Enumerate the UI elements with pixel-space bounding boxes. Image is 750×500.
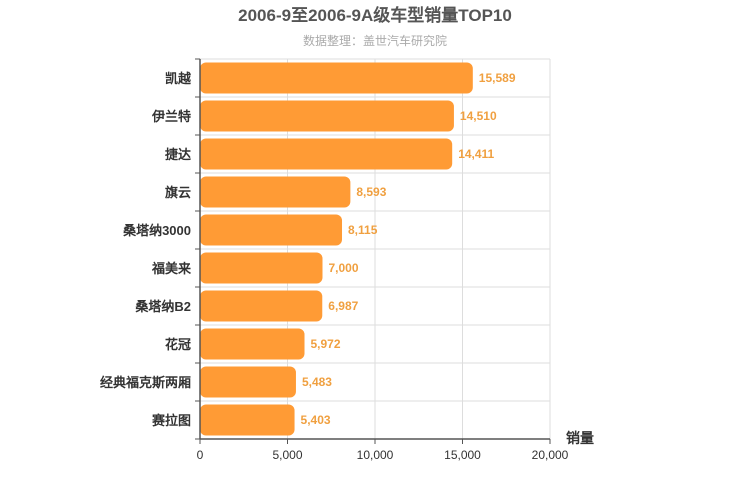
y-tick-label: 凯越 (165, 71, 192, 86)
x-tick-label: 0 (197, 448, 204, 462)
bar (200, 328, 305, 360)
x-axis-title: 销量 (566, 430, 594, 446)
x-tick-label: 10,000 (357, 448, 394, 462)
bar (200, 214, 343, 246)
bar (200, 100, 454, 132)
y-tick-label: 旗云 (165, 185, 191, 200)
chart-subtitle: 数据整理：盖世汽车研究院 (303, 33, 447, 48)
x-tick-label: 20,000 (532, 448, 569, 462)
data-label: 7,000 (329, 261, 359, 275)
data-label: 5,483 (302, 375, 332, 389)
data-label: 6,987 (328, 299, 358, 313)
bars: 15,589 14,510 14,411 8,593 8,115 7,000 6,987 5,… (200, 62, 516, 436)
y-tick-label: 经典福克斯两厢 (100, 375, 191, 390)
bar (200, 252, 323, 284)
data-label: 8,593 (356, 185, 386, 199)
x-tick-label: 5,000 (272, 448, 302, 462)
data-label: 5,972 (311, 337, 341, 351)
bar (200, 62, 473, 94)
y-tick-label: 桑塔纳B2 (134, 299, 191, 314)
y-tick-label: 伊兰特 (151, 109, 191, 124)
data-label: 14,411 (458, 147, 494, 161)
chart-title: 2006-9至2006-9A级车型销量TOP10 (238, 5, 512, 25)
y-tick-label: 福美来 (151, 261, 192, 276)
bar (200, 366, 296, 398)
data-label: 14,510 (460, 109, 497, 123)
y-tick-label: 捷达 (165, 147, 191, 162)
grid (200, 58, 551, 440)
bar (200, 176, 351, 208)
data-label: 5,403 (301, 413, 331, 427)
bar (200, 290, 323, 322)
y-tick-label: 桑塔纳3000 (122, 223, 191, 238)
data-label: 8,115 (348, 223, 378, 237)
data-label: 15,589 (479, 71, 516, 85)
bar (200, 404, 295, 436)
y-tick-label: 赛拉图 (151, 413, 191, 428)
y-tick-label: 花冠 (165, 337, 191, 352)
bar (200, 138, 453, 170)
x-tick-label: 15,000 (444, 448, 481, 462)
